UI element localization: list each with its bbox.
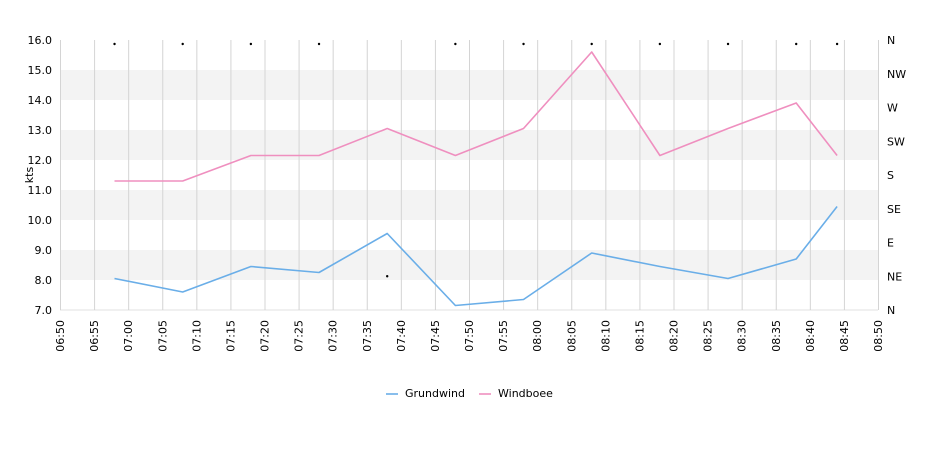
direction-marker <box>795 42 798 46</box>
direction-marker <box>317 42 321 46</box>
direction-marker <box>181 42 184 46</box>
x-tick-label: 07:30 <box>327 320 340 352</box>
x-tick-label: 08:45 <box>838 320 851 352</box>
direction-marker <box>658 42 662 46</box>
direction-tick-label: S <box>887 169 894 182</box>
direction-tick-label: SW <box>887 135 905 148</box>
x-tick-label: 07:40 <box>395 320 408 352</box>
direction-tick-label: SE <box>887 203 901 216</box>
y-tick-label: 15.0 <box>28 64 53 77</box>
direction-marker <box>454 42 457 46</box>
legend-label: Grundwind <box>405 387 465 400</box>
x-axis-ticks: 06:50 06:55 07:00 07:05 07:10 07:15 07:20 07:25… <box>54 320 885 352</box>
x-tick-label: 08:30 <box>736 320 749 352</box>
x-tick-label: 08:25 <box>702 320 715 352</box>
x-tick-label: 07:00 <box>122 320 135 352</box>
x-tick-label: 07:25 <box>293 320 306 352</box>
y-axis-ticks: 7.0 8.0 9.0 10.0 11.0 12.0 13.0 14.0 15.0 16.0 <box>28 34 53 317</box>
direction-marker <box>249 42 253 46</box>
direction-marker <box>113 42 116 46</box>
y-tick-label: 9.0 <box>35 244 53 257</box>
direction-marker <box>386 275 389 278</box>
direction-tick-label: W <box>887 102 898 115</box>
x-tick-label: 07:45 <box>429 320 442 352</box>
x-tick-label: 06:55 <box>88 320 101 352</box>
y-tick-label: 12.0 <box>28 154 53 167</box>
x-tick-label: 07:10 <box>190 320 203 352</box>
y-tick-label: 11.0 <box>28 184 53 197</box>
x-tick-label: 07:20 <box>259 320 272 352</box>
series-line-grundwind <box>114 206 838 307</box>
y-tick-label: 8.0 <box>35 274 53 287</box>
y-tick-label: 7.0 <box>35 304 53 317</box>
y-tick-label: 10.0 <box>28 214 53 227</box>
direction-marker <box>835 42 839 46</box>
direction-markers <box>113 42 839 278</box>
y-tick-label: 14.0 <box>28 94 53 107</box>
direction-axis-ticks: N NE E SE S SW W NW N <box>887 34 906 317</box>
x-tick-label: 07:15 <box>224 320 237 352</box>
x-tick-label: 07:35 <box>361 320 374 352</box>
direction-tick-label: E <box>887 237 894 250</box>
vertical-gridlines <box>60 40 879 310</box>
y-axis-label: kts <box>23 167 36 184</box>
direction-marker <box>522 42 525 46</box>
series-lines <box>114 51 838 307</box>
series-line-windboee <box>114 51 838 182</box>
direction-tick-label: N <box>887 34 895 47</box>
x-tick-label: 07:05 <box>156 320 169 352</box>
direction-tick-label: N <box>887 304 895 317</box>
x-tick-label: 08:05 <box>565 320 578 352</box>
x-tick-label: 08:50 <box>872 320 885 352</box>
x-tick-label: 08:35 <box>770 320 783 352</box>
legend-label: Windboee <box>498 387 553 400</box>
x-tick-label: 08:00 <box>531 320 544 352</box>
x-tick-label: 08:10 <box>599 320 612 352</box>
direction-tick-label: NW <box>887 68 906 81</box>
x-tick-label: 07:50 <box>463 320 476 352</box>
y-tick-label: 16.0 <box>28 34 53 47</box>
direction-marker <box>590 42 593 46</box>
direction-marker <box>726 42 730 46</box>
x-tick-label: 08:20 <box>668 320 681 352</box>
x-tick-label: 07:55 <box>497 320 510 352</box>
y-tick-label: 13.0 <box>28 124 53 137</box>
x-tick-label: 08:40 <box>804 320 817 352</box>
direction-tick-label: NE <box>887 270 902 283</box>
x-tick-label: 06:50 <box>54 320 67 352</box>
x-tick-label: 08:15 <box>633 320 646 352</box>
legend: Grundwind Windboee <box>386 387 553 400</box>
